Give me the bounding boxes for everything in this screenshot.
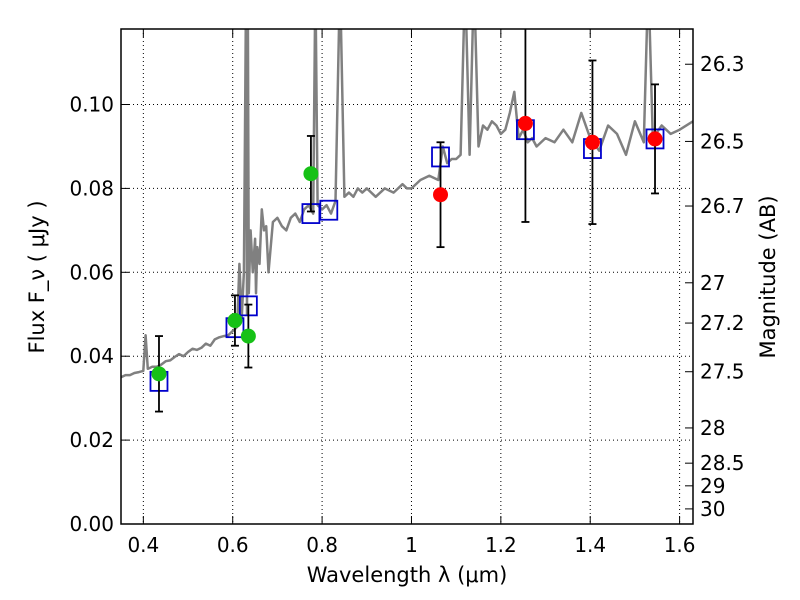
red-point xyxy=(584,134,600,150)
red-point xyxy=(433,187,449,203)
right-tick-label: 26.5 xyxy=(700,129,745,153)
right-tick-label: 28 xyxy=(700,416,725,440)
model-spectrum-line xyxy=(121,29,693,379)
y-tick-label: 0.06 xyxy=(69,260,114,284)
green-point xyxy=(227,313,243,329)
green-point xyxy=(303,166,319,182)
model-box xyxy=(319,199,339,221)
right-tick-label: 27.2 xyxy=(700,311,745,335)
y-tick-labels: 0.00 0.02 0.04 0.06 0.08 0.10 xyxy=(69,93,114,536)
right-tick-label: 27 xyxy=(700,271,725,295)
y-tick-label: 0.02 xyxy=(69,428,114,452)
x-tick-label: 1.2 xyxy=(485,533,517,557)
y-tick-label: 0.10 xyxy=(69,93,114,117)
right-tick-label: 28.5 xyxy=(700,451,745,475)
red-point xyxy=(517,115,533,131)
y-tick-label: 0.00 xyxy=(69,512,114,536)
y-axis-label: Flux F_ν ( μJy ) xyxy=(25,200,50,353)
grid-layer xyxy=(121,29,693,525)
right-tick-label: 30 xyxy=(700,497,725,521)
green-point xyxy=(240,328,256,344)
right-tick-label: 27.5 xyxy=(700,360,745,384)
x-tick-label: 0.6 xyxy=(217,533,249,557)
x-tick-label: 1.4 xyxy=(574,533,606,557)
x-tick-label: 0.4 xyxy=(127,533,159,557)
y-tick-label: 0.04 xyxy=(69,344,114,368)
x-tick-label: 1 xyxy=(405,533,418,557)
tick-layer xyxy=(121,29,693,525)
x-tick-label: 1.6 xyxy=(664,533,696,557)
x-tick-labels: 0.4 0.6 0.8 1 1.2 1.4 1.6 xyxy=(127,533,695,557)
point-layer xyxy=(151,115,663,382)
right-tick-label: 26.7 xyxy=(700,194,745,218)
right-axis-label: Magnitude (AB) xyxy=(756,195,780,358)
errorbar-layer xyxy=(154,29,660,413)
box-layer xyxy=(149,119,665,392)
right-tick-label: 29 xyxy=(700,474,725,498)
line-layer xyxy=(121,29,693,379)
plot-frame xyxy=(120,28,694,525)
red-point xyxy=(647,131,663,147)
y-tick-label: 0.08 xyxy=(69,176,114,200)
x-tick-label: 0.8 xyxy=(306,533,338,557)
x-axis-label: Wavelength λ (μm) xyxy=(307,563,508,587)
green-point xyxy=(151,366,167,382)
right-tick-label: 26.3 xyxy=(700,52,745,76)
